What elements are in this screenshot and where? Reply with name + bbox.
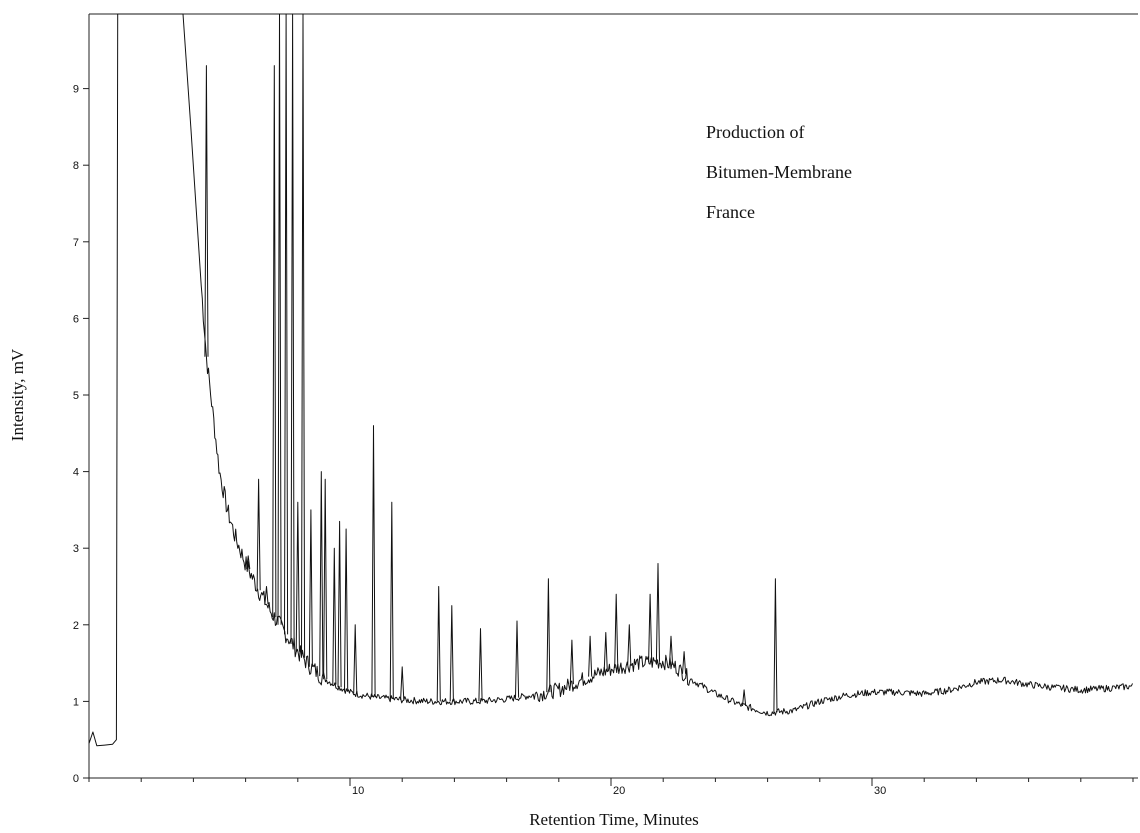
chromatogram-peak — [436, 586, 441, 702]
chromatogram-peak — [332, 547, 337, 685]
y-tick-label: 3 — [73, 543, 79, 555]
chromatogram-peak — [301, 13, 306, 658]
chromatogram-peak — [515, 620, 520, 698]
y-axis-title: Intensity, mV — [8, 348, 27, 441]
y-tick-label: 4 — [73, 467, 79, 479]
chromatogram-peak — [246, 555, 251, 569]
y-tick-label: 6 — [73, 313, 79, 325]
y-tick-label: 8 — [73, 160, 79, 172]
chromatogram-peak — [655, 563, 660, 662]
chromatogram-peak — [256, 478, 261, 591]
chromatogram-peak — [569, 639, 574, 685]
plot-frame — [88, 13, 1138, 779]
chromatogram-peak — [284, 13, 289, 635]
y-tick-label: 2 — [73, 620, 79, 632]
chromatogram-peak — [264, 586, 269, 605]
chromatogram-peak — [353, 624, 358, 694]
chromatogram-peak — [295, 501, 300, 652]
y-tick-label: 7 — [73, 237, 79, 249]
chromatogram-peak — [614, 593, 619, 669]
chromatogram-peak — [742, 689, 747, 707]
chromatogram-peak — [277, 13, 282, 625]
chart-annotation: Production of Bitumen-Membrane France — [706, 122, 852, 222]
annotation-line-2: Bitumen-Membrane — [706, 162, 852, 182]
chromatogram-peak — [389, 501, 394, 699]
chromatogram-peak — [344, 528, 349, 691]
x-tick-label: 10 — [352, 785, 364, 797]
chromatogram-peak — [371, 425, 376, 698]
chromatogram-peak — [400, 666, 405, 700]
peak-marks — [204, 13, 778, 713]
chromatogram-peak — [682, 651, 687, 674]
chromatogram-peak — [478, 628, 483, 702]
chromatogram-peak — [669, 635, 674, 665]
y-tick-label: 9 — [73, 84, 79, 96]
chromatogram-peak — [319, 471, 324, 677]
chromatogram-peak — [603, 632, 608, 672]
chromatogram-peak — [290, 13, 295, 645]
x-axis-ticks: 10 20 30 — [88, 778, 1134, 797]
chromatogram-peak — [204, 65, 209, 357]
x-axis-title: Retention Time, Minutes — [529, 810, 699, 829]
chromatogram-peak — [588, 635, 593, 677]
chromatogram-peak — [627, 624, 632, 665]
annotation-line-1: Production of — [706, 122, 805, 142]
chromatogram-trace — [88, 13, 1133, 747]
annotation-line-3: France — [706, 202, 755, 222]
chromatogram-peak — [272, 65, 277, 618]
chromatogram-peak — [648, 593, 653, 663]
chromatogram-peak — [546, 578, 551, 693]
x-tick-label: 20 — [613, 785, 625, 797]
chromatogram-peak — [449, 605, 454, 702]
y-tick-label: 5 — [73, 390, 79, 402]
y-tick-label: 0 — [73, 773, 79, 785]
chromatogram-peak — [337, 520, 342, 688]
y-tick-label: 1 — [73, 696, 79, 708]
x-tick-label: 30 — [874, 785, 886, 797]
chromatogram-peak — [323, 478, 328, 680]
y-axis-ticks: 0 1 2 3 4 5 6 7 8 9 — [73, 84, 89, 785]
chromatogram-peak — [308, 509, 313, 667]
chromatogram-peak — [773, 578, 778, 713]
